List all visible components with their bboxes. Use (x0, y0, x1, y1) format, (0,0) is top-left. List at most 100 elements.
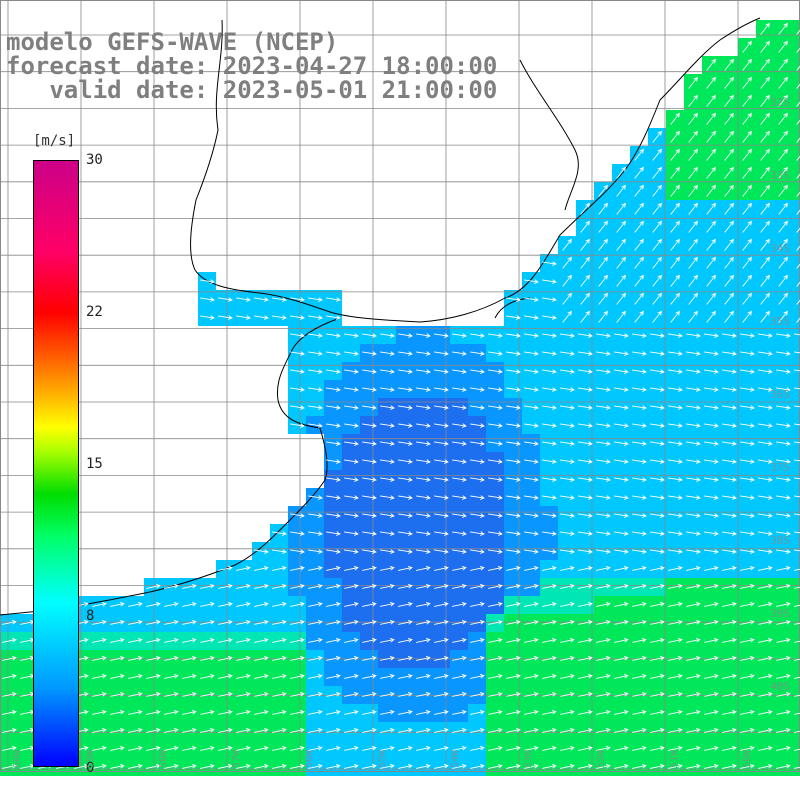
wind-speed-cell (792, 578, 800, 596)
wind-arrow (776, 655, 791, 661)
wind-arrow (652, 220, 662, 233)
wind-arrow (796, 119, 800, 125)
wind-arrow (758, 745, 773, 751)
wind-arrow (488, 763, 503, 769)
wind-arrow (452, 459, 467, 464)
wind-arrow (740, 709, 755, 715)
wind-arrow (652, 292, 662, 305)
wind-arrow (488, 601, 503, 607)
wind-arrow (398, 619, 413, 625)
wind-arrow (470, 565, 485, 571)
wind-arrow (326, 655, 341, 661)
wind-arrow (524, 549, 539, 554)
wind-arrow (524, 279, 539, 284)
wind-arrow (236, 691, 251, 697)
wind-arrow (560, 745, 575, 751)
wind-arrow (706, 148, 716, 161)
wind-arrow (616, 292, 626, 305)
wind-arrow (796, 191, 800, 197)
lon-label: 54W (450, 749, 461, 768)
wind-arrow (344, 673, 359, 679)
wind-arrow (688, 238, 698, 251)
wind-arrow (704, 531, 719, 536)
wind-arrow (632, 583, 647, 589)
wind-arrow (398, 441, 413, 446)
wind-arrow (524, 513, 539, 518)
wind-arrow (560, 601, 575, 607)
wind-arrow (182, 673, 197, 679)
wind-arrow (688, 184, 698, 197)
wind-arrow (128, 673, 143, 679)
wind-arrow (542, 333, 557, 338)
wind-arrow (578, 691, 593, 697)
wind-speed-cell (792, 740, 800, 758)
wind-arrow (398, 351, 413, 356)
wind-arrow (650, 709, 665, 715)
wind-arrow (362, 619, 377, 625)
wind-arrow (740, 351, 755, 356)
wind-arrow (452, 387, 467, 392)
wind-arrow (616, 220, 626, 233)
wind-arrow (688, 76, 698, 89)
wind-arrow (488, 727, 503, 733)
wind-arrow (452, 351, 467, 356)
wind-arrow (110, 673, 125, 679)
wind-arrow (760, 58, 770, 71)
wind-arrow (688, 274, 698, 287)
wind-arrow (614, 637, 629, 643)
wind-arrow (652, 166, 662, 179)
wind-arrow (758, 459, 773, 464)
wind-arrow (686, 601, 701, 607)
wind-arrow (776, 387, 791, 392)
wind-arrow (434, 477, 449, 482)
wind-arrow (560, 513, 575, 518)
colorbar (33, 160, 79, 767)
wind-arrow (398, 531, 413, 536)
wind-arrow (146, 601, 161, 607)
wind-arrow (742, 292, 752, 305)
wind-arrow (652, 310, 662, 323)
wind-arrow (668, 351, 683, 356)
wind-arrow (794, 387, 800, 390)
wind-arrow (290, 531, 305, 536)
lat-label: 32S (770, 96, 790, 109)
wind-arrow (616, 310, 626, 323)
wind-arrow (740, 619, 755, 625)
wind-arrow (398, 745, 413, 751)
wind-arrow (722, 405, 737, 410)
wind-arrow (344, 459, 359, 464)
wind-arrow (488, 513, 503, 518)
wind-arrow (200, 745, 215, 751)
wind-arrow (724, 130, 734, 143)
wind-arrow (722, 565, 737, 571)
wind-arrow (722, 727, 737, 733)
wind-arrow (740, 637, 755, 643)
wind-arrow (506, 333, 521, 338)
wind-arrow (758, 583, 773, 589)
wind-arrow (254, 637, 269, 643)
wind-arrow (74, 763, 89, 769)
wind-arrow (578, 423, 593, 428)
wind-arrow (776, 727, 791, 733)
wind-arrow (668, 495, 683, 500)
wind-arrow (632, 477, 647, 482)
wind-arrow (470, 369, 485, 374)
wind-arrow (616, 202, 626, 215)
wind-arrow (614, 655, 629, 661)
wind-arrow (470, 441, 485, 446)
wind-arrow (290, 601, 305, 607)
wind-arrow (652, 148, 662, 161)
wind-arrow (560, 549, 575, 554)
wind-speed-cell (792, 344, 800, 362)
wind-arrow (200, 315, 215, 320)
wind-arrow (398, 513, 413, 518)
wind-arrow (760, 148, 770, 161)
wind-arrow (326, 351, 341, 356)
lon-label: 55W (377, 749, 388, 768)
wind-arrow (326, 369, 341, 374)
wind-arrow (254, 601, 269, 607)
wind-arrow (668, 673, 683, 679)
wind-arrow (236, 727, 251, 733)
wind-arrow (290, 549, 305, 554)
wind-arrow (688, 112, 698, 125)
